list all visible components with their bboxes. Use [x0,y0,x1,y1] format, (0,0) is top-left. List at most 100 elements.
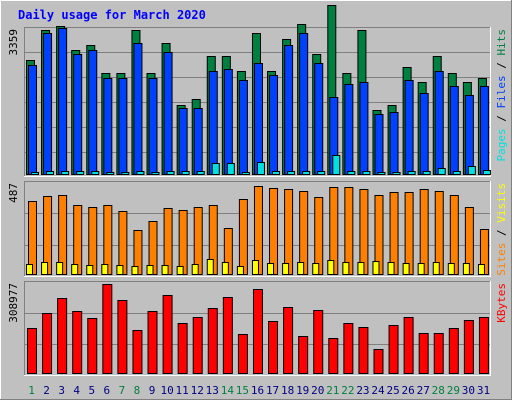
bar-files-day-17 [269,75,279,175]
bar-visits-day-1 [28,201,37,275]
bar-pages-day-22 [347,171,356,175]
bar-pages-day-23 [362,171,371,175]
bar-sites-day-30 [462,263,470,275]
bar-pages-day-20 [317,171,326,175]
legend-kbytes: KBytes [495,283,508,323]
bar-files-day-8 [133,43,143,175]
bar-kbytes-day-19 [298,336,309,374]
bar-kbytes-day-15 [237,334,248,374]
bar-sites-day-24 [372,261,380,275]
bar-files-day-28 [434,71,444,175]
bar-visits-day-29 [449,195,459,275]
bar-visits-day-18 [284,189,294,275]
bar-pages-day-15 [241,172,250,175]
bar-sites-day-9 [146,265,154,275]
bar-kbytes-day-18 [283,307,294,374]
bar-files-day-15 [238,80,248,175]
bar-sites-day-18 [282,263,290,275]
x-tick-label-day-22: 22 [341,384,354,397]
legend-part: / [495,109,508,129]
bar-pages-day-27 [422,171,431,175]
bar-kbytes-day-30 [463,320,474,374]
bar-sites-day-21 [327,260,335,275]
bar-pages-day-18 [287,171,296,175]
bar-pages-day-9 [151,172,160,175]
bar-pages-day-17 [272,171,281,175]
bar-pages-day-12 [196,171,205,175]
bar-sites-day-25 [387,262,395,275]
bar-pages-day-30 [467,166,476,175]
bar-kbytes-day-23 [358,327,369,374]
x-tick-label-day-25: 25 [386,384,399,397]
x-tick-label-day-3: 3 [58,384,65,397]
bar-visits-day-23 [359,189,369,275]
x-tick-label-day-21: 21 [326,384,339,397]
bar-visits-day-15 [238,199,248,275]
x-tick-label-day-24: 24 [371,384,385,397]
bar-sites-day-31 [477,264,485,275]
bar-pages-day-4 [76,171,85,175]
bar-sites-day-27 [417,263,425,275]
x-tick-label-day-13: 13 [206,384,219,397]
x-tick-label-day-23: 23 [356,384,369,397]
bar-files-day-22 [344,84,354,175]
bar-files-day-7 [118,78,128,175]
panel-visits-sites: 487 Sites / Visits [7,181,508,277]
bar-sites-day-17 [267,263,275,275]
legend-part: Hits [495,29,508,56]
bar-pages-day-25 [392,172,401,175]
bar-sites-day-28 [432,262,440,275]
bar-files-day-29 [449,86,459,175]
bar-kbytes-day-22 [343,323,354,374]
bar-kbytes-day-2 [42,313,53,374]
legend-part: / [495,56,508,76]
bar-files-day-11 [178,108,188,175]
bar-pages-day-10 [166,171,175,175]
x-tick-label-day-9: 9 [149,384,156,397]
bar-pages-day-7 [121,172,130,175]
bar-kbytes-day-14 [222,297,233,374]
legend-visits-sites: Sites / Visits [495,183,508,276]
x-tick-label-day-15: 15 [236,384,249,397]
y-max-label: 308977 [7,283,20,323]
bar-kbytes-day-28 [433,333,444,374]
bar-files-day-30 [464,95,474,175]
bar-files-day-23 [359,82,369,175]
bar-sites-day-1 [26,264,33,275]
legend-part: Files [495,75,508,108]
bar-sites-day-23 [357,262,365,275]
x-tick-label-day-8: 8 [134,384,141,397]
bar-files-day-26 [404,80,414,175]
bar-visits-day-11 [178,210,188,275]
x-tick-label-day-1: 1 [28,384,35,397]
bar-sites-day-2 [41,262,49,275]
bar-kbytes-day-3 [57,298,68,374]
bar-pages-day-5 [91,171,100,175]
bar-files-day-6 [103,78,113,175]
x-tick-label-day-28: 28 [432,384,445,397]
bar-kbytes-day-20 [313,310,324,374]
bar-pages-day-3 [61,171,70,175]
bar-pages-day-21 [332,155,341,175]
bar-files-day-27 [419,93,429,175]
y-max-label: 487 [7,183,20,203]
bar-kbytes-day-13 [207,308,218,374]
bar-visits-day-17 [269,188,279,275]
bar-sites-day-10 [161,265,169,275]
bar-sites-day-29 [447,263,455,275]
y-max-label: 3359 [7,29,20,56]
x-tick-label-day-5: 5 [88,384,95,397]
x-tick-label-day-14: 14 [221,384,235,397]
bar-kbytes-day-5 [87,318,98,374]
x-tick-label-day-18: 18 [281,384,294,397]
bar-pages-day-19 [302,171,311,175]
bar-files-day-5 [88,50,98,175]
bar-files-day-13 [208,71,218,175]
bar-sites-day-15 [236,266,244,275]
bar-pages-day-1 [31,172,39,175]
x-tick-label-day-27: 27 [417,384,430,397]
x-tick-label-day-10: 10 [160,384,173,397]
bar-kbytes-day-6 [102,284,113,374]
